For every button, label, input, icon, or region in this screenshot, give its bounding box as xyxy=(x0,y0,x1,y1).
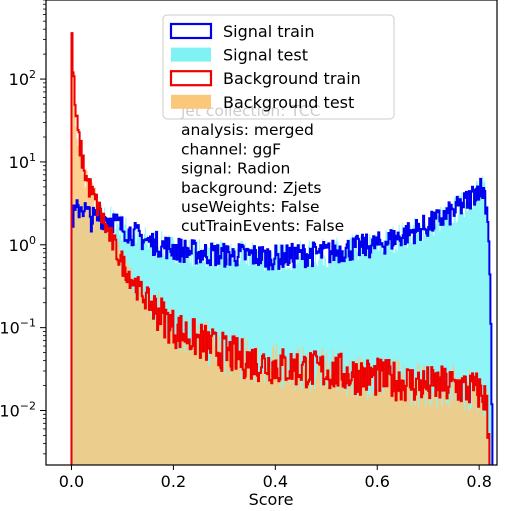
x-tick-label: 0.4 xyxy=(263,472,288,491)
x-tick-label: 0.6 xyxy=(365,472,390,491)
legend-swatch xyxy=(169,22,213,40)
legend-label: Signal train xyxy=(223,22,314,41)
background-train-line xyxy=(70,32,491,465)
annotation-line: analysis: merged xyxy=(181,121,314,139)
legend-swatch xyxy=(171,94,211,109)
axes-frame xyxy=(45,0,498,466)
annotation-line: cutTrainEvents: False xyxy=(181,217,344,235)
annotation-line: signal: Radion xyxy=(181,160,290,178)
legend-label: Background train xyxy=(223,69,361,88)
y-tick-label: 102 xyxy=(9,68,36,89)
x-axis: 0.0 0.2 0.4 0.6 0.8 xyxy=(59,465,492,491)
signal-train-line xyxy=(70,177,494,465)
x-tick-label: 0.8 xyxy=(466,472,491,491)
background-test-area xyxy=(71,42,490,465)
legend-box xyxy=(162,14,395,120)
annotation-block: jet collection: TCCanalysis: mergedchann… xyxy=(180,102,344,235)
annotation-line: useWeights: False xyxy=(181,198,320,216)
x-axis-label: Score xyxy=(249,490,294,509)
legend-label: Background test xyxy=(223,93,354,112)
y-tick-label: 10−1 xyxy=(0,317,36,338)
legend-swatch xyxy=(171,47,211,62)
x-tick-label: 0.2 xyxy=(161,472,186,491)
annotation-line: channel: ggF xyxy=(181,140,281,158)
annotation-line: background: Zjets xyxy=(181,179,321,197)
y-tick-label: 100 xyxy=(9,234,36,255)
legend-swatch xyxy=(169,70,213,87)
histogram-layer xyxy=(70,32,494,465)
x-tick-label: 0.0 xyxy=(59,472,84,491)
y-tick-label: 101 xyxy=(9,151,36,172)
y-tick-label: 10−2 xyxy=(0,400,36,421)
legend: Signal train Signal test Background train B… xyxy=(162,14,395,120)
legend-label: Signal test xyxy=(223,46,308,65)
y-axis: 10−2 10−1 100 101 102 xyxy=(0,0,46,455)
